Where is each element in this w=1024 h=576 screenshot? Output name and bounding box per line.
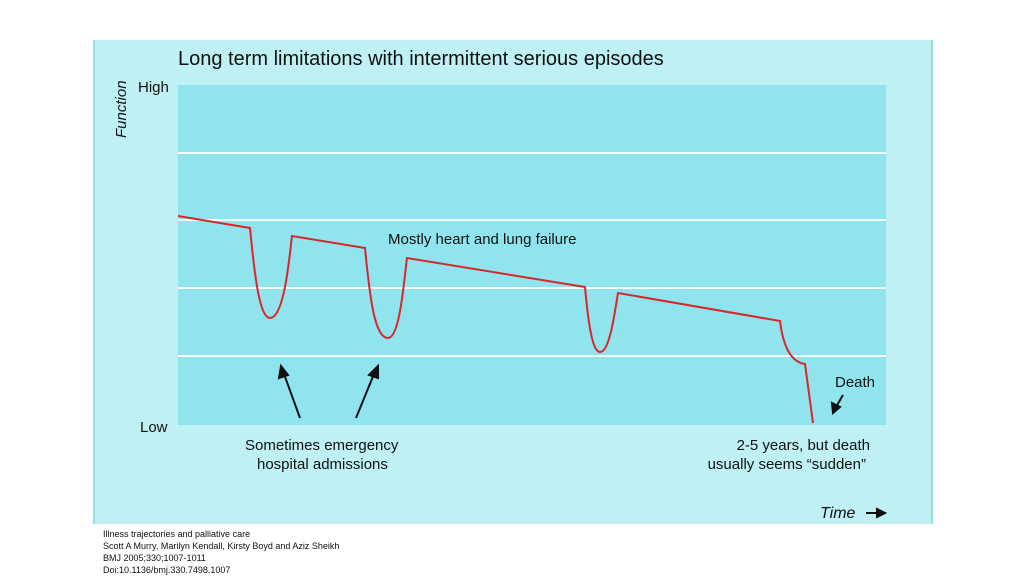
arrow-head [367, 363, 379, 380]
citation-line: Illness trajectories and palliative care [103, 529, 250, 539]
arrow-head [876, 507, 888, 519]
citation-line: Scott A Murry, Marilyn Kendall, Kirsty B… [103, 541, 339, 551]
timeline-annotation: usually seems “sudden” [708, 456, 866, 473]
timeline-annotation: 2-5 years, but death [737, 437, 870, 454]
grid [178, 152, 886, 357]
citation: Illness trajectories and palliative care… [103, 529, 339, 575]
arrows [277, 363, 888, 519]
admissions-annotation: Sometimes emergency [245, 437, 399, 454]
plot-area [178, 85, 886, 425]
trajectory-curve [177, 215, 814, 424]
citation-line: Doi:10.1136/bmj.330.7498.1007 [103, 565, 230, 575]
arrow [283, 373, 301, 419]
arrow-head [830, 401, 842, 416]
x-axis-label: Time [820, 505, 856, 522]
admissions-annotation: hospital admissions [257, 456, 388, 473]
arrow [355, 373, 375, 419]
death-annotation: Death [835, 374, 875, 391]
title: Long term limitations with intermittent … [178, 48, 664, 70]
panel-edge [931, 40, 933, 524]
y-high-label: High [138, 79, 169, 96]
panel-edge [93, 40, 95, 524]
curve-annotation: Mostly heart and lung failure [388, 231, 576, 248]
y-low-label: Low [140, 419, 168, 436]
arrow-head [277, 363, 290, 380]
citation-line: BMJ 2005;330;1007-1011 [103, 553, 206, 563]
y-axis-label: Function [113, 80, 130, 138]
